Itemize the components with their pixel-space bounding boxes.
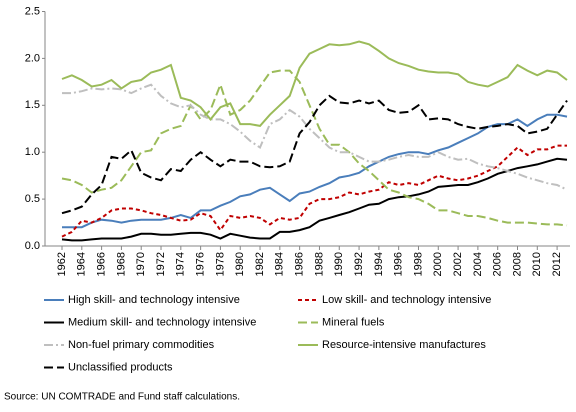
x-tick-label: 1964: [76, 252, 88, 276]
x-tick-label: 1962: [56, 252, 68, 276]
x-tick-label: 1996: [393, 252, 405, 276]
legend-label: Medium skill- and technology intensive: [68, 316, 256, 328]
x-tick-label: 1974: [175, 252, 187, 276]
series-line: [62, 113, 568, 229]
x-tick-label: 1990: [333, 252, 345, 276]
series-line: [61, 94, 568, 215]
x-tick-label: 1978: [214, 252, 226, 276]
series-line: [61, 157, 568, 242]
y-tick-label: 0.5: [25, 193, 40, 205]
series-line: [61, 40, 568, 127]
x-tick-label: 1968: [115, 252, 127, 276]
y-tick-label: 1.0: [25, 146, 40, 158]
x-tick-label: 2000: [432, 252, 444, 276]
x-tick-label: 1998: [412, 252, 424, 276]
y-tick-label: 0.0: [25, 240, 40, 252]
x-tick-label: 1982: [254, 252, 266, 276]
y-tick-label: 2.0: [25, 52, 40, 64]
legend-label: Mineral fuels: [322, 316, 385, 328]
legend-label: Resource-intensive manufactures: [322, 339, 486, 351]
x-tick-label: 1976: [195, 252, 207, 276]
series-line: [61, 69, 568, 227]
x-tick-label: 1980: [234, 252, 246, 276]
x-tick-label: 1970: [135, 252, 147, 276]
x-tick-label: 1966: [96, 252, 108, 276]
x-tick-label: 2002: [452, 252, 464, 276]
y-tick-label: 2.5: [25, 5, 40, 17]
x-tick-label: 1986: [294, 252, 306, 276]
legend-label: Non-fuel primary commodities: [68, 339, 215, 351]
x-tick-label: 1992: [353, 252, 365, 276]
x-tick-label: 1994: [373, 252, 385, 276]
legend-label: High skill- and technology intensive: [68, 294, 240, 306]
x-tick-label: 2008: [511, 252, 523, 276]
x-tick-label: 1988: [313, 252, 325, 276]
series-line: [61, 144, 567, 238]
legend-label: Unclassified products: [68, 361, 173, 373]
x-tick-label: 1972: [155, 252, 167, 276]
source-note: Source: UN COMTRADE and Fund staff calcu…: [4, 392, 240, 403]
x-tick-label: 1984: [274, 252, 286, 276]
x-tick-label: 2010: [531, 252, 543, 276]
x-tick-label: 2006: [492, 252, 504, 276]
x-tick-label: 2012: [551, 252, 563, 276]
y-tick-label: 1.5: [25, 99, 40, 111]
series-line: [62, 83, 568, 191]
legend-label: Low skill- and technology intensive: [322, 294, 491, 306]
x-tick-label: 2004: [472, 252, 484, 276]
